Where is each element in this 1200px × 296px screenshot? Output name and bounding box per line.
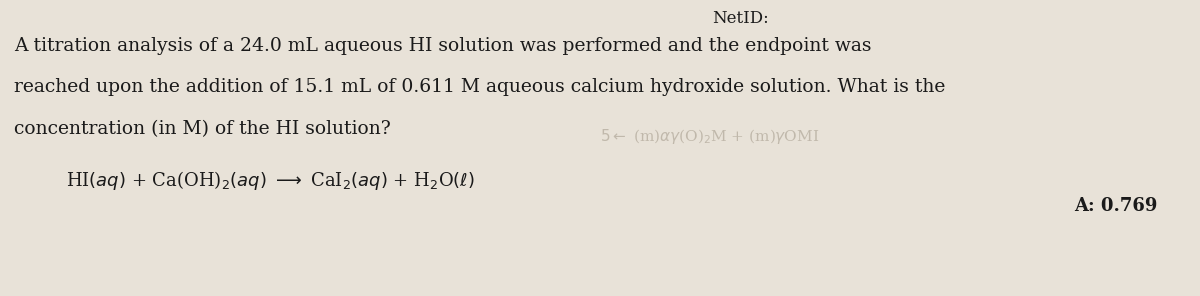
Text: A: 0.769: A: 0.769 [1074,197,1157,215]
Text: $5\leftarrow$ (m)$\alpha\gamma$(O)$_2$M + (m)$\gamma$OMI: $5\leftarrow$ (m)$\alpha\gamma$(O)$_2$M … [600,127,820,146]
Text: HI$(aq)$ + Ca(OH)$_2(aq)$ $\longrightarrow$ CaI$_2(aq)$ + H$_2$O$(\ell)$: HI$(aq)$ + Ca(OH)$_2(aq)$ $\longrightarr… [66,169,475,192]
Text: NetID:: NetID: [712,10,769,27]
Text: reached upon the addition of 15.1 mL of 0.611 M aqueous calcium hydroxide soluti: reached upon the addition of 15.1 mL of … [14,78,946,96]
Text: A titration analysis of a 24.0 mL aqueous HI solution was performed and the endp: A titration analysis of a 24.0 mL aqueou… [14,37,872,55]
Text: concentration (in M) of the HI solution?: concentration (in M) of the HI solution? [14,120,391,138]
